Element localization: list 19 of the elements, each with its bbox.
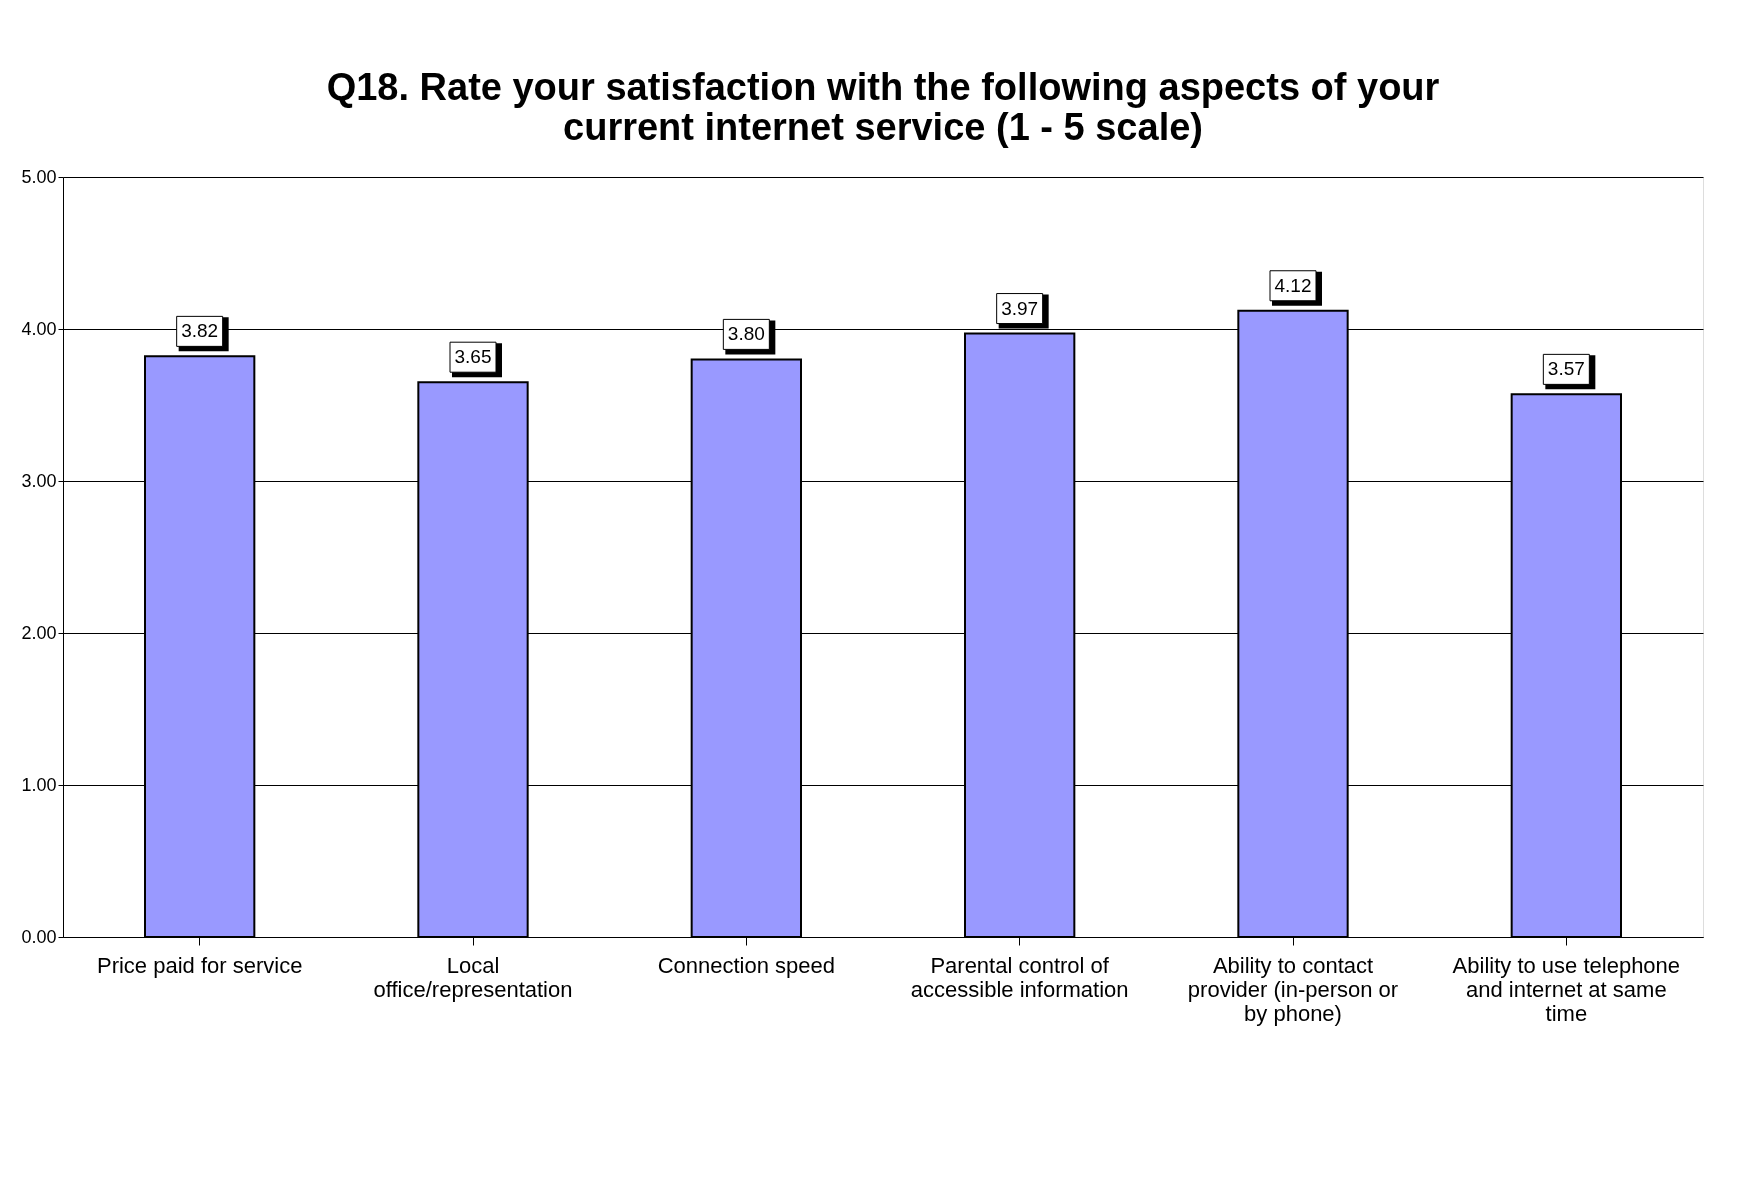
data-label: 3.57 — [1547, 358, 1585, 380]
data-label: 4.12 — [1274, 274, 1312, 296]
y-tick-label: 2.00 — [21, 622, 57, 643]
y-tick-label: 0.00 — [21, 926, 57, 947]
data-label: 3.97 — [1001, 297, 1039, 319]
y-tick-label: 5.00 — [21, 166, 57, 187]
text: Q18. Rate your satisfaction with the following aspects of your — [326, 66, 1440, 108]
x-tick-label: Connection speed — [657, 952, 836, 978]
x-tick-label: Parental control of accessible information — [910, 952, 1129, 1002]
x-tick-label: Ability to use telephone and internet at same time — [1452, 952, 1681, 1026]
data-label: 3.65 — [454, 346, 492, 368]
data-label: 3.80 — [727, 323, 765, 345]
x-tick-label: Ability to contact provider (in-person or by phone) — [1187, 952, 1399, 1026]
y-tick-label: 4.00 — [21, 318, 57, 339]
x-tick-label: Price paid for service — [96, 952, 303, 978]
y-tick-label: 1.00 — [21, 774, 57, 795]
y-tick-label: 3.00 — [21, 470, 57, 491]
x-tick-label: Local office/representation — [373, 952, 573, 1002]
data-label: 3.82 — [181, 320, 219, 342]
